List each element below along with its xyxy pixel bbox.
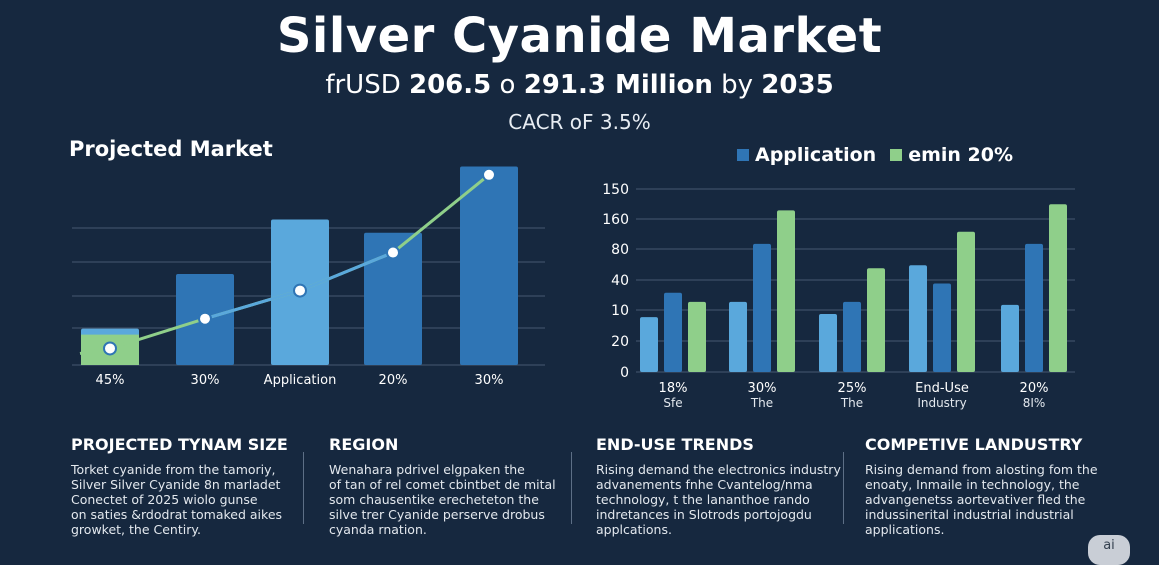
right-bar — [843, 301, 861, 372]
section-line: advangenetss aortevativer fled the — [865, 492, 1086, 507]
section-line: indussinerital industrial industrial — [865, 507, 1074, 522]
right-x-tick-sublabel: The — [750, 396, 773, 410]
section-line: Rising demand from alosting fom the — [865, 462, 1098, 477]
subtitle-end-value: 291.3 Million — [523, 70, 713, 100]
section-line: silve trer Cyanide perserve drobus — [329, 507, 545, 522]
right-x-tick-label: End-Use — [915, 381, 969, 396]
section-line: Rising demand the electronics industry — [596, 462, 841, 477]
section-divider — [303, 452, 304, 524]
left-x-tick-label: 45% — [96, 373, 125, 388]
legend-swatch-emin — [890, 149, 903, 161]
cagr-label: CACR oF 3.5% — [508, 110, 651, 134]
right-bar — [753, 243, 771, 372]
legend-label-application: Application — [755, 144, 877, 166]
section-heading-competitive: COMPETIVE LANDUSTRY — [865, 435, 1083, 454]
right-x-tick-label: 20% — [1020, 381, 1049, 396]
right-x-tick-sublabel: The — [840, 396, 863, 410]
legend-label-emin: emin 20% — [908, 144, 1014, 166]
section-line: Silver Silver Cyanide 8n marladet — [71, 477, 281, 492]
right-bar — [819, 314, 837, 372]
right-x-tick-label: 18% — [659, 381, 688, 396]
section-line: of tan of rel comet cbintbet de mital — [329, 477, 556, 492]
page-subtitle: frUSD 206.5 o 291.3 Million by 2035 — [0, 70, 1159, 100]
section-line: applcations. — [596, 522, 672, 537]
right-chart-legend: Application emin 20% — [737, 144, 1013, 166]
section-line: Conectet of 2025 wiolo gunse — [71, 492, 258, 507]
right-y-tick-label: 0 — [620, 365, 629, 381]
section-line: applications. — [865, 522, 945, 537]
subtitle-by: by — [712, 70, 762, 100]
right-x-tick-sublabel: 8I% — [1023, 396, 1046, 410]
charts-canvas: 45% 30% Application 20% 30% 0 20 10 40 80 160 150 18… — [72, 166, 1075, 410]
left-chart-title: Projected Market — [69, 137, 273, 161]
right-y-tick-label: 160 — [602, 212, 629, 228]
right-bar — [1025, 243, 1043, 372]
right-x-tick-label: 30% — [748, 381, 777, 396]
section-body-end-use: Rising demand the electronics industry a… — [596, 462, 846, 537]
right-bar — [664, 292, 682, 372]
right-bar — [729, 301, 747, 372]
right-x-tick-label: 25% — [838, 381, 867, 396]
right-x-tick-sublabel: Sfe — [663, 396, 682, 410]
right-y-tick-label: 10 — [611, 303, 629, 319]
right-bar — [777, 210, 795, 372]
section-line: advanements fnhe Cvantelog/nma — [596, 477, 813, 492]
right-y-tick-label: 150 — [602, 182, 629, 198]
right-bar — [688, 301, 706, 372]
subtitle-start-value: 206.5 — [409, 70, 492, 100]
left-bar — [460, 166, 518, 365]
section-heading-market-size: PROJECTED TYNAM SIZE — [71, 435, 288, 454]
right-y-tick-label: 20 — [611, 334, 629, 350]
section-line: Torket cyanide from the tamoriy, — [71, 462, 276, 477]
left-trend-point — [198, 311, 212, 326]
section-line: indretances in Slotrods portojogdu — [596, 507, 812, 522]
subtitle-year: 2035 — [761, 70, 834, 100]
section-line: technology, t the lananthoe rando — [596, 492, 810, 507]
left-x-tick-label: 30% — [191, 373, 220, 388]
section-body-competitive: Rising demand from alosting fom the enoa… — [865, 462, 1115, 537]
right-y-tick-label: 80 — [611, 242, 629, 258]
section-heading-region: REGION — [329, 435, 399, 454]
right-bar — [957, 231, 975, 372]
section-line: on saties &rdodrat tomaked aikes — [71, 507, 283, 522]
section-body-region: Wenahara pdrivel elgpaken the of tan of … — [329, 462, 569, 537]
section-line: som chausentike erecheteton the — [329, 492, 539, 507]
section-heading-end-use: END-USE TRENDS — [596, 435, 754, 454]
left-trend-point — [103, 341, 117, 356]
subtitle-connector: o — [491, 70, 524, 100]
right-bar — [640, 317, 658, 372]
left-trend-point — [293, 283, 307, 298]
section-line: enoaty, Inmaile in technology, the — [865, 477, 1080, 492]
section-line: growket, the Centiry. — [71, 522, 201, 537]
section-body-market-size: Torket cyanide from the tamoriy, Silver … — [71, 462, 306, 537]
section-line: cyanda rnation. — [329, 522, 427, 537]
section-divider — [843, 452, 844, 524]
right-bar — [933, 283, 951, 372]
left-bar — [364, 232, 422, 365]
left-x-tick-label: 20% — [379, 373, 408, 388]
page-title: Silver Cyanide Market — [276, 8, 883, 64]
left-x-tick-label: Application — [264, 373, 337, 388]
right-bar — [909, 265, 927, 372]
right-bar — [1049, 204, 1067, 372]
right-bar — [1001, 304, 1019, 372]
subtitle-prefix: frUSD — [325, 70, 409, 100]
right-y-tick-label: 40 — [611, 273, 629, 289]
left-trend-point — [482, 167, 496, 182]
right-bar — [867, 268, 885, 372]
ai-badge[interactable]: ai — [1088, 535, 1130, 565]
left-trend-point — [386, 245, 400, 260]
right-x-tick-sublabel: Industry — [917, 396, 966, 410]
section-line: Wenahara pdrivel elgpaken the — [329, 462, 525, 477]
legend-swatch-application — [737, 149, 749, 161]
section-divider — [571, 452, 572, 524]
left-x-tick-label: 30% — [475, 373, 504, 388]
